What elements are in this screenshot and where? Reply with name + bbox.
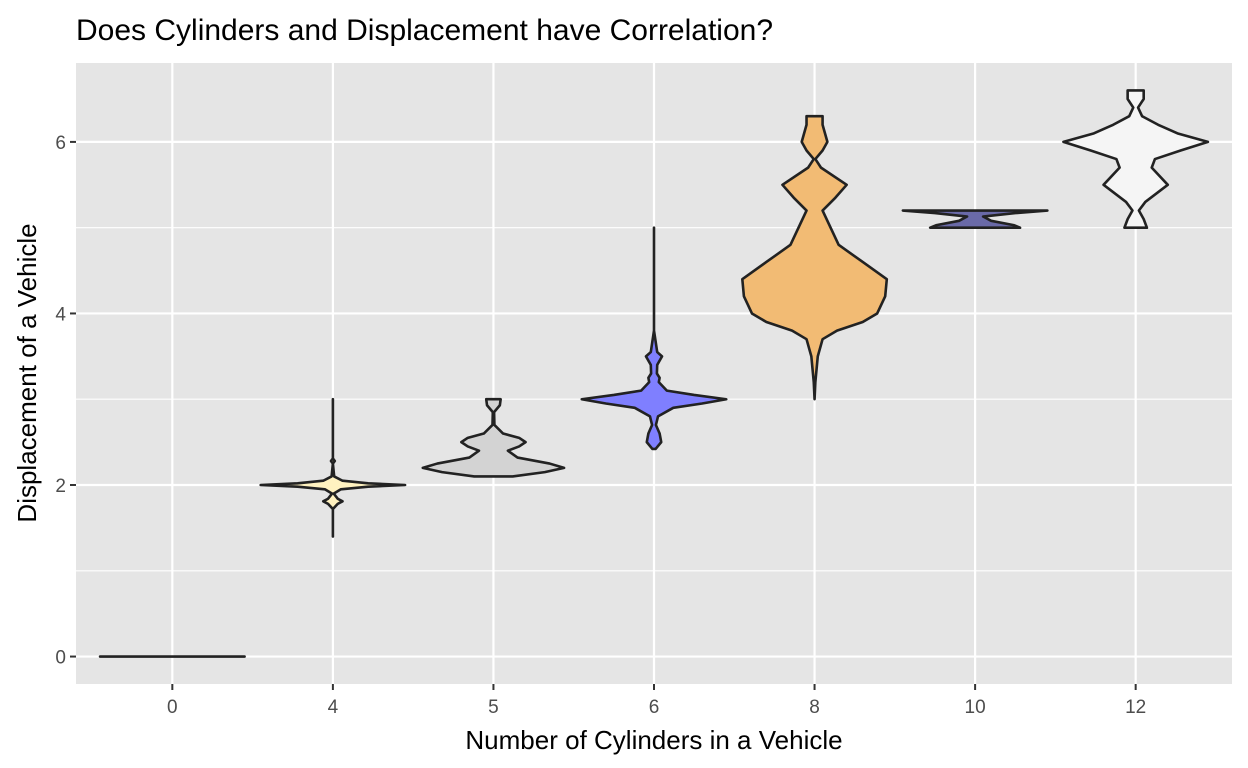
y-axis-title: Displacement of a Vehicle <box>12 223 42 522</box>
violin-cyl-6 <box>580 226 728 451</box>
violin-group <box>98 89 1210 658</box>
y-tick-label: 6 <box>55 133 66 154</box>
x-axis-title: Number of Cylinders in a Vehicle <box>465 725 842 755</box>
x-axis: 0 4 5 6 8 10 12 <box>167 684 1146 718</box>
violin-cyl-10 <box>901 209 1049 229</box>
violin-cyl-8 <box>741 114 889 401</box>
x-tick-label: 4 <box>328 697 339 718</box>
violin-cyl-4 <box>259 397 407 538</box>
x-tick-label: 12 <box>1125 697 1146 718</box>
chart-title: Does Cylinders and Displacement have Cor… <box>76 14 773 47</box>
x-tick-label: 8 <box>809 697 820 718</box>
x-tick-label: 10 <box>965 697 986 718</box>
x-tick-label: 6 <box>649 697 660 718</box>
violin-cyl-12 <box>1062 89 1210 229</box>
y-axis: 0 2 4 6 <box>55 133 76 669</box>
x-tick-label: 0 <box>167 697 178 718</box>
y-tick-label: 0 <box>55 648 66 669</box>
y-tick-label: 2 <box>55 476 66 497</box>
x-tick-label: 5 <box>488 697 499 718</box>
violin-cyl-5 <box>421 397 566 478</box>
y-tick-label: 4 <box>55 304 66 325</box>
